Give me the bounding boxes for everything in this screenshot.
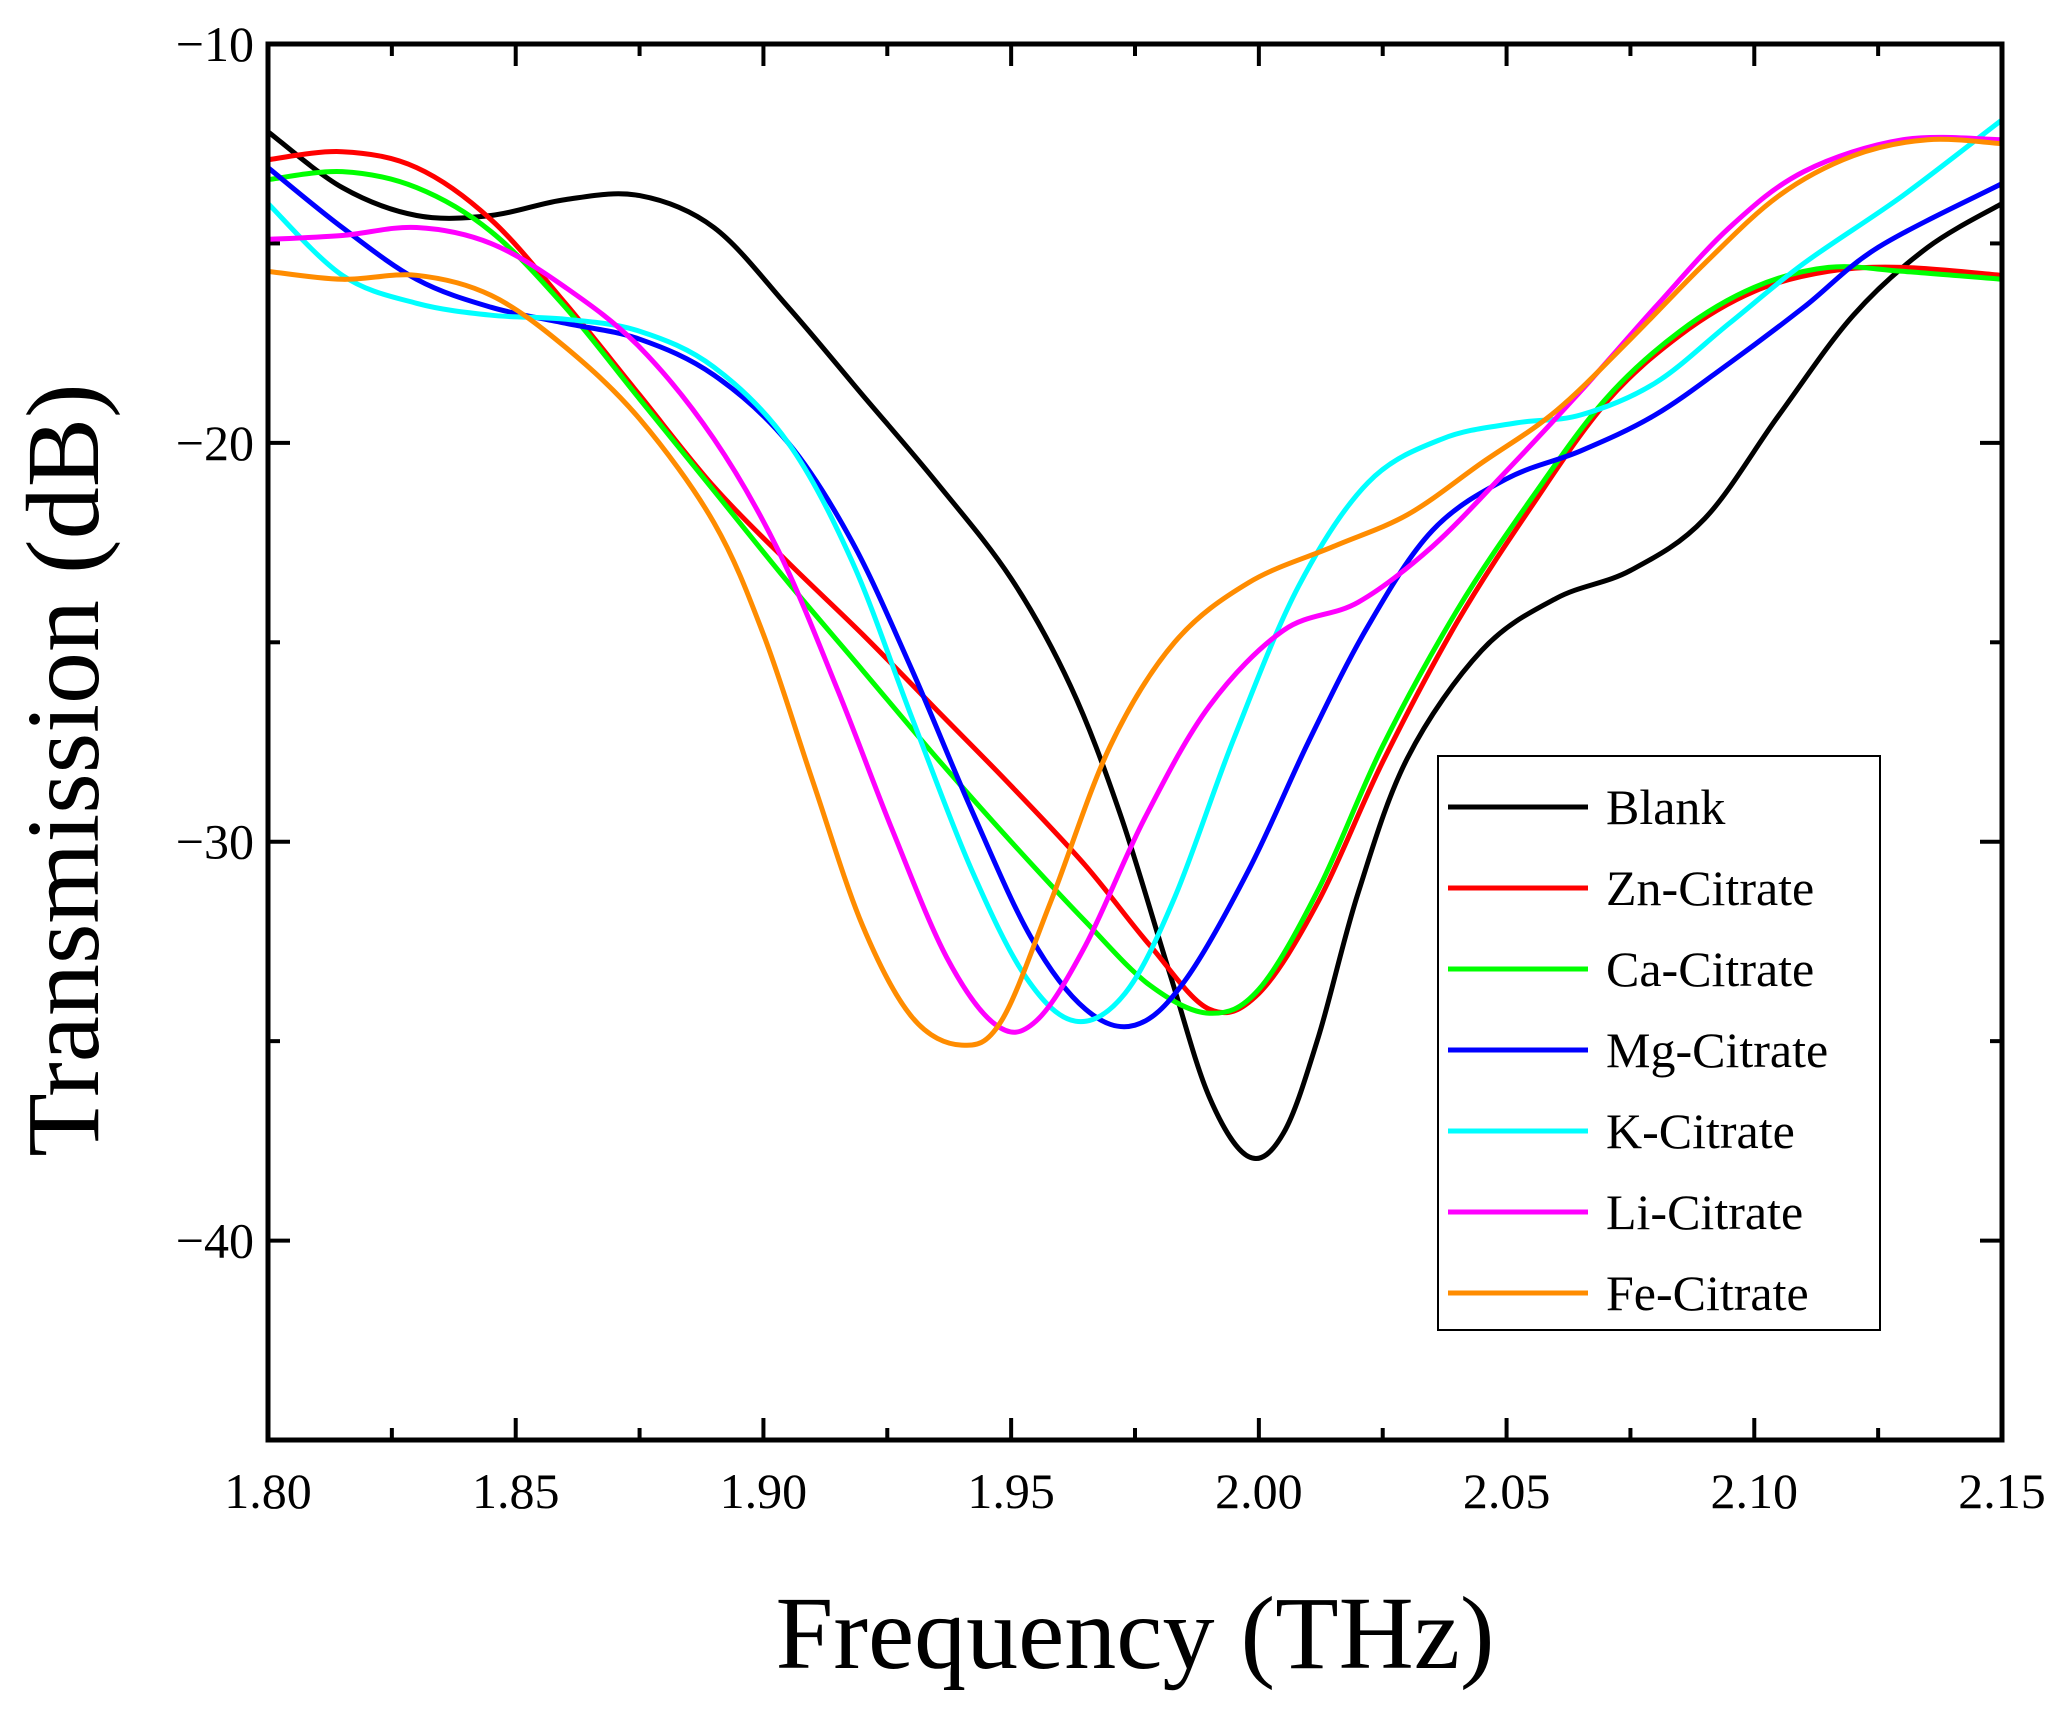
x-tick-label: 1.85 — [472, 1463, 560, 1519]
y-tick-label: −20 — [176, 415, 254, 471]
legend-label-blank: Blank — [1606, 779, 1725, 835]
x-axis-title: Frequency (THz) — [775, 1576, 1494, 1691]
x-tick-label: 1.95 — [967, 1463, 1055, 1519]
y-tick-label: −40 — [176, 1213, 254, 1269]
legend-box — [1437, 755, 1881, 1331]
y-tick-labels: −10 −20 −30 −40 — [176, 16, 254, 1269]
legend-label-k-citrate: K-Citrate — [1606, 1103, 1795, 1159]
legend-label-li-citrate: Li-Citrate — [1606, 1184, 1803, 1240]
legend-label-ca-citrate: Ca-Citrate — [1606, 941, 1814, 997]
series-layer — [268, 117, 2002, 1161]
series-line-fe-citrate — [268, 136, 2002, 1048]
x-tick-label: 1.80 — [224, 1463, 312, 1519]
y-tick-label: −30 — [176, 814, 254, 870]
x-tick-label: 2.00 — [1215, 1463, 1303, 1519]
legend-label-fe-citrate: Fe-Citrate — [1606, 1265, 1809, 1321]
series-line-blank — [268, 129, 2002, 1161]
x-tick-label: 1.90 — [720, 1463, 808, 1519]
series-line-li-citrate — [268, 134, 2002, 1035]
plot-frame — [265, 41, 2005, 1443]
x-tick-label: 2.05 — [1463, 1463, 1551, 1519]
x-tick-label: 2.15 — [1958, 1463, 2046, 1519]
y-axis-title: Transmission (dB) — [6, 383, 121, 1156]
legend-label-zn-citrate: Zn-Citrate — [1606, 860, 1814, 916]
x-tick-label: 2.10 — [1711, 1463, 1799, 1519]
legend-label-mg-citrate: Mg-Citrate — [1606, 1022, 1828, 1078]
x-tick-labels: 1.80 1.85 1.90 1.95 2.00 2.05 2.10 2.15 — [224, 1463, 2046, 1519]
series-line-mg-citrate — [268, 165, 2002, 1030]
legend: Blank Zn-Citrate Ca-Citrate Mg-Citrate K-Cit… — [1437, 755, 1881, 1331]
y-tick-label: −10 — [176, 16, 254, 72]
